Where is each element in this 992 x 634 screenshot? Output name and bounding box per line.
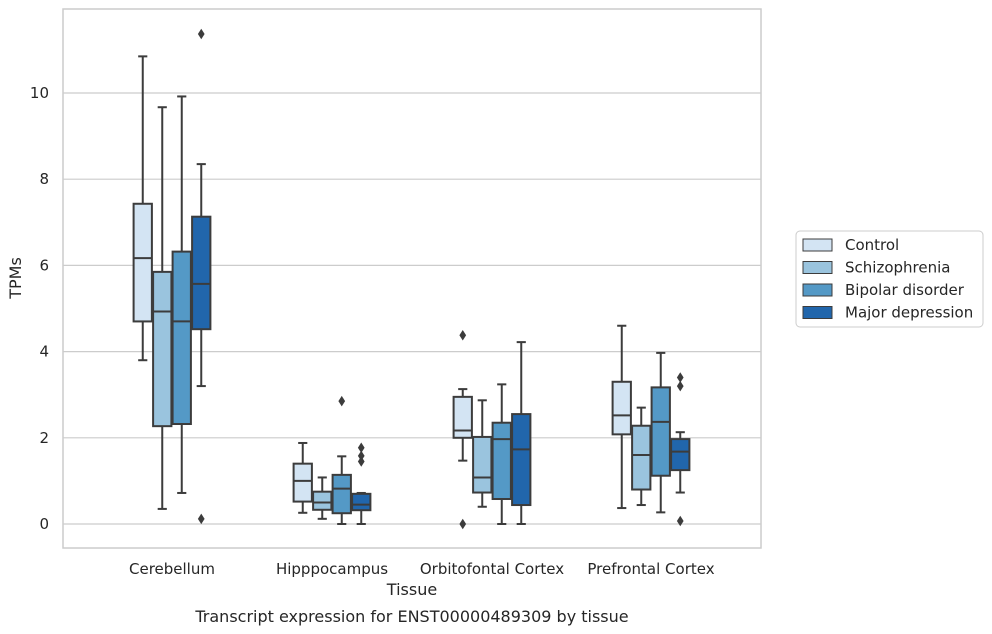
- box-0-0: [132, 55, 153, 362]
- outlier-point: [357, 450, 365, 462]
- legend-label: Schizophrenia: [845, 259, 950, 277]
- legend-label: Major depression: [845, 304, 973, 322]
- x-axis-ticks: Cerebellum Hipppocampus Orbitofontal Corte…: [129, 560, 715, 578]
- box-1-3: [631, 406, 652, 507]
- box-3-3: [670, 372, 691, 527]
- series-3: [191, 28, 691, 527]
- series-0: [132, 55, 632, 530]
- box-iqr: [650, 386, 671, 477]
- outlier-point: [676, 515, 684, 527]
- x-tick-label: Prefrontal Cortex: [587, 560, 714, 578]
- box-2-3: [650, 351, 671, 514]
- outlier-point: [357, 456, 365, 467]
- outlier-point: [197, 513, 205, 525]
- box-iqr: [670, 438, 691, 472]
- series-1: [152, 106, 652, 520]
- y-tick-label: 0: [39, 515, 49, 533]
- legend-swatch: [802, 238, 833, 252]
- box-iqr: [611, 380, 632, 436]
- box-series: [132, 28, 691, 530]
- legend-item: Schizophrenia: [802, 259, 950, 277]
- box-1-1: [312, 476, 333, 520]
- y-tick-label: 2: [39, 429, 49, 447]
- legend-item: Control: [802, 236, 899, 254]
- box-iqr: [312, 490, 333, 511]
- box-0-3: [611, 324, 632, 510]
- box-2-0: [171, 95, 192, 494]
- chart-caption: Transcript expression for ENST0000048930…: [194, 607, 628, 626]
- box-iqr: [631, 424, 652, 491]
- y-tick-label: 4: [39, 343, 49, 361]
- box-3-1: [351, 442, 372, 525]
- box-1-0: [152, 106, 173, 510]
- legend-item: Major depression: [802, 304, 973, 322]
- box-iqr: [331, 473, 352, 515]
- outlier-point: [459, 518, 467, 530]
- box-2-1: [331, 395, 352, 525]
- box-iqr: [351, 492, 372, 512]
- legend-item: Bipolar disorder: [802, 281, 965, 299]
- box-iqr: [171, 250, 192, 426]
- outlier-point: [459, 329, 467, 341]
- x-tick-label: Cerebellum: [129, 560, 215, 578]
- x-tick-label: Orbitofontal Cortex: [420, 560, 564, 578]
- y-tick-label: 6: [39, 256, 49, 274]
- legend: Control Schizophrenia Bipolar disorder Majo…: [795, 230, 984, 328]
- legend-frame: [795, 230, 984, 328]
- y-tick-label: 10: [30, 84, 49, 102]
- box-0-2: [452, 329, 473, 530]
- outlier-point: [357, 442, 365, 453]
- outlier-point: [676, 372, 684, 383]
- y-axis-ticks: 0 2 4 6 8 10: [30, 84, 49, 533]
- box-iqr: [472, 435, 493, 494]
- box-0-1: [292, 441, 313, 514]
- box-iqr: [191, 215, 212, 331]
- box-iqr: [511, 413, 532, 507]
- legend-swatch: [802, 283, 833, 297]
- box-3-2: [511, 341, 532, 525]
- x-axis-label: Tissue: [386, 580, 437, 599]
- box-iqr: [132, 202, 153, 323]
- outlier-point: [197, 28, 205, 40]
- legend-swatch: [802, 261, 833, 274]
- legend-swatch: [802, 306, 833, 319]
- box-2-2: [491, 383, 512, 525]
- legend-label: Control: [845, 236, 899, 254]
- box-iqr: [452, 395, 473, 439]
- box-iqr: [292, 462, 313, 503]
- series-2: [171, 95, 671, 525]
- plot-area: [62, 8, 762, 549]
- box-iqr: [152, 270, 173, 428]
- outlier-point: [676, 380, 684, 392]
- y-tick-label: 8: [39, 170, 49, 188]
- box-iqr: [491, 421, 512, 501]
- box-1-2: [472, 399, 493, 508]
- y-axis-label: TPMs: [6, 257, 25, 300]
- legend-label: Bipolar disorder: [845, 281, 965, 299]
- x-tick-label: Hipppocampus: [276, 560, 388, 578]
- outlier-point: [338, 395, 346, 407]
- box-3-0: [191, 28, 212, 525]
